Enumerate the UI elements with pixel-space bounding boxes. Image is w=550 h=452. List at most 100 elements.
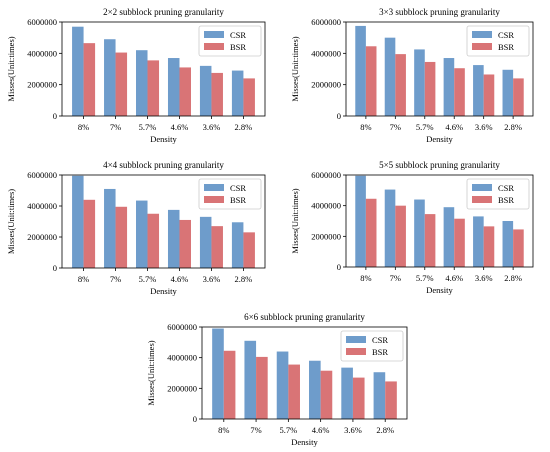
bar-csr-2 xyxy=(384,37,396,116)
bar-csr-5 xyxy=(473,216,484,267)
x-tick-label: 7% xyxy=(110,122,121,132)
bar-bsr-1 xyxy=(83,43,96,116)
chart-panel-5: 0 2000000 4000000 6000000 8% 7% 5.7% 4.6% 3.6% 2.… xyxy=(146,312,408,447)
legend-label-bsr: BSR xyxy=(230,42,246,52)
y-tick-label: 4000000 xyxy=(311,48,341,58)
legend-swatch-bsr xyxy=(204,196,224,203)
x-axis-label: Density xyxy=(291,437,318,447)
bar-bsr-2 xyxy=(115,52,128,116)
y-tick-label: 2000000 xyxy=(311,80,341,90)
bar-csr-3 xyxy=(414,49,425,116)
x-tick-label: 8% xyxy=(360,273,371,283)
chart-title: 5×5 subblock pruning granularity xyxy=(379,160,500,170)
legend: CSR BSR xyxy=(198,178,262,210)
legend: CSR BSR xyxy=(466,178,530,210)
legend-swatch-bsr xyxy=(472,196,492,203)
bar-csr-1 xyxy=(72,26,84,117)
x-axis-label: Density xyxy=(426,285,453,295)
y-tick-label: 4000000 xyxy=(27,201,57,211)
x-tick-label: 8% xyxy=(360,122,371,132)
legend-label-csr: CSR xyxy=(498,183,514,193)
bar-bsr-3 xyxy=(424,214,436,267)
bar-bsr-6 xyxy=(513,229,524,267)
bar-bsr-2 xyxy=(395,54,406,116)
bar-bsr-5 xyxy=(211,72,223,116)
bar-bsr-6 xyxy=(243,78,255,116)
legend-swatch-csr xyxy=(472,184,492,191)
x-tick-label: 7% xyxy=(390,273,401,283)
chart-title: 2×2 subblock pruning granularity xyxy=(103,7,224,17)
bar-csr-2 xyxy=(104,39,116,117)
legend: CSR BSR xyxy=(466,25,530,57)
bar-csr-5 xyxy=(341,367,353,419)
legend: CSR BSR xyxy=(340,330,404,362)
bar-bsr-4 xyxy=(320,370,333,419)
y-tick-label: 6000000 xyxy=(27,17,57,27)
bar-bsr-3 xyxy=(147,60,160,116)
legend-swatch-csr xyxy=(472,31,492,38)
x-tick-label: 3.6% xyxy=(203,274,221,284)
x-tick-label: 5.7% xyxy=(279,425,297,435)
x-tick-label: 3.6% xyxy=(475,122,493,132)
bar-csr-2 xyxy=(384,189,396,267)
bar-bsr-2 xyxy=(256,356,268,419)
bar-bsr-4 xyxy=(454,218,465,267)
bar-bsr-2 xyxy=(395,205,406,267)
x-tick-label: 4.6% xyxy=(445,273,463,283)
legend-swatch-csr xyxy=(346,336,366,343)
bar-csr-4 xyxy=(309,360,321,419)
y-tick-label: 2000000 xyxy=(27,80,57,90)
bar-bsr-3 xyxy=(424,61,436,116)
legend-label-bsr: BSR xyxy=(372,347,388,357)
bar-bsr-5 xyxy=(483,226,495,267)
chart-panel-2: 0 2000000 4000000 6000000 8% 7% 5.7% 4.6% 3.6% 2.… xyxy=(290,7,534,144)
legend-label-bsr: BSR xyxy=(498,195,514,205)
bar-csr-2 xyxy=(104,188,116,268)
bar-csr-6 xyxy=(373,372,386,419)
x-tick-label: 2.8% xyxy=(504,273,522,283)
bar-csr-4 xyxy=(167,209,180,269)
chart-title: 3×3 subblock pruning granularity xyxy=(379,7,500,17)
bar-csr-4 xyxy=(443,207,455,267)
x-tick-label: 4.6% xyxy=(445,122,463,132)
legend-label-bsr: BSR xyxy=(230,195,246,205)
bar-bsr-1 xyxy=(223,350,236,419)
y-tick-label: 2000000 xyxy=(27,232,57,242)
y-tick-label: 2000000 xyxy=(311,231,341,241)
y-tick-label: 0 xyxy=(53,111,57,121)
legend-swatch-csr xyxy=(204,31,224,38)
bar-bsr-4 xyxy=(454,68,465,116)
x-tick-label: 2.8% xyxy=(376,425,394,435)
bar-bsr-3 xyxy=(288,364,300,419)
plot-frame xyxy=(345,21,534,117)
bar-csr-5 xyxy=(473,65,484,116)
bar-csr-6 xyxy=(502,69,514,116)
bar-csr-1 xyxy=(212,328,224,419)
y-tick-label: 4000000 xyxy=(311,201,341,211)
bar-csr-6 xyxy=(502,221,514,267)
bar-csr-3 xyxy=(276,351,289,419)
x-tick-label: 5.7% xyxy=(139,274,157,284)
y-tick-label: 6000000 xyxy=(27,170,57,180)
legend-label-csr: CSR xyxy=(230,30,246,40)
bar-bsr-2 xyxy=(115,206,128,268)
chart-panel-4: 0 2000000 4000000 6000000 8% 7% 5.7% 4.6% 3.6% 2.… xyxy=(290,160,534,295)
bar-csr-4 xyxy=(443,58,455,116)
x-tick-label: 3.6% xyxy=(203,122,221,132)
legend: CSR BSR xyxy=(198,25,262,57)
bar-bsr-1 xyxy=(365,198,377,267)
bar-bsr-6 xyxy=(385,381,397,419)
bar-bsr-4 xyxy=(179,219,191,268)
bar-csr-5 xyxy=(199,65,212,116)
x-tick-label: 2.8% xyxy=(235,122,253,132)
bar-csr-1 xyxy=(72,175,84,268)
y-axis-label: Misses(Unit:times) xyxy=(6,36,16,101)
bar-csr-6 xyxy=(231,222,244,268)
x-tick-label: 3.6% xyxy=(475,273,493,283)
plot-frame xyxy=(345,174,534,268)
x-tick-label: 8% xyxy=(78,274,89,284)
x-axis-label: Density xyxy=(150,286,177,296)
legend-label-csr: CSR xyxy=(230,183,246,193)
y-axis-label: Misses(Unit:times) xyxy=(290,36,300,101)
